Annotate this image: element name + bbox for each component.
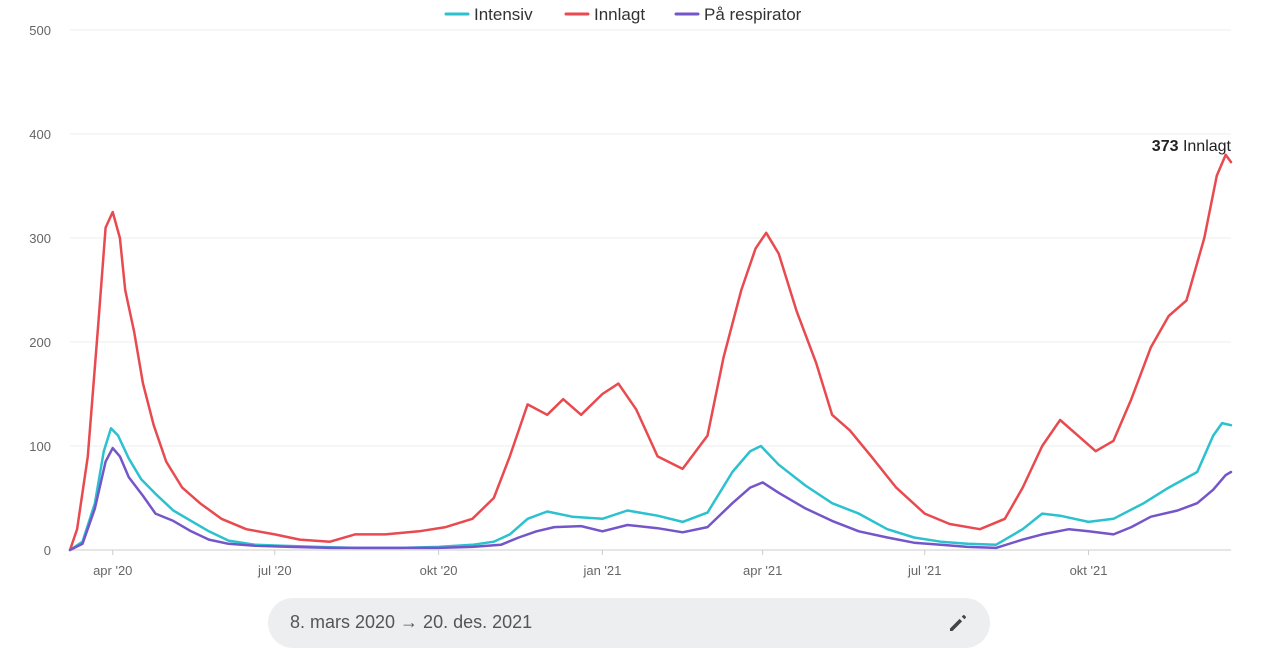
x-tick-label: okt '20	[420, 563, 458, 578]
date-range-bar[interactable]: 8. mars 2020 → 20. des. 2021	[268, 598, 990, 648]
x-tick-label: okt '21	[1070, 563, 1108, 578]
date-range-label: 8. mars 2020 → 20. des. 2021	[290, 612, 533, 632]
peak-annotation: 373 Innlagt	[1152, 138, 1232, 155]
legend-label[interactable]: Innlagt	[594, 5, 645, 24]
y-tick-label: 100	[29, 439, 51, 454]
series-line-innlagt	[68, 153, 1233, 552]
legend-label[interactable]: På respirator	[704, 5, 802, 24]
x-tick-label: jul '20	[257, 563, 292, 578]
y-tick-label: 200	[29, 335, 51, 350]
y-axis: 0 100 200 300 400 500	[29, 23, 51, 558]
y-tick-label: 0	[44, 543, 51, 558]
annotation-series: Innlagt	[1183, 138, 1232, 155]
annotation-value: 373	[1152, 138, 1179, 155]
y-tick-label: 300	[29, 231, 51, 246]
legend: Intensiv Innlagt På respirator	[444, 5, 802, 24]
grid-lines	[70, 29, 1231, 551]
series-lines	[68, 153, 1233, 552]
series-line-p-respirator	[68, 446, 1233, 552]
series-line-intensiv	[68, 421, 1233, 552]
y-tick-label: 400	[29, 127, 51, 142]
pencil-icon[interactable]	[946, 611, 970, 635]
legend-label[interactable]: Intensiv	[474, 5, 533, 24]
x-tick-label: apr '20	[93, 563, 132, 578]
x-tick-label: jan '21	[582, 563, 621, 578]
x-tick-label: jul '21	[907, 563, 942, 578]
y-tick-label: 500	[29, 23, 51, 38]
x-axis: apr '20 jul '20 okt '20 jan '21 apr '21 jul '…	[93, 550, 1107, 578]
line-chart: 0 100 200 300 400 500 apr '20 jul '20 okt '20 ja…	[29, 5, 1233, 578]
x-tick-label: apr '21	[743, 563, 782, 578]
